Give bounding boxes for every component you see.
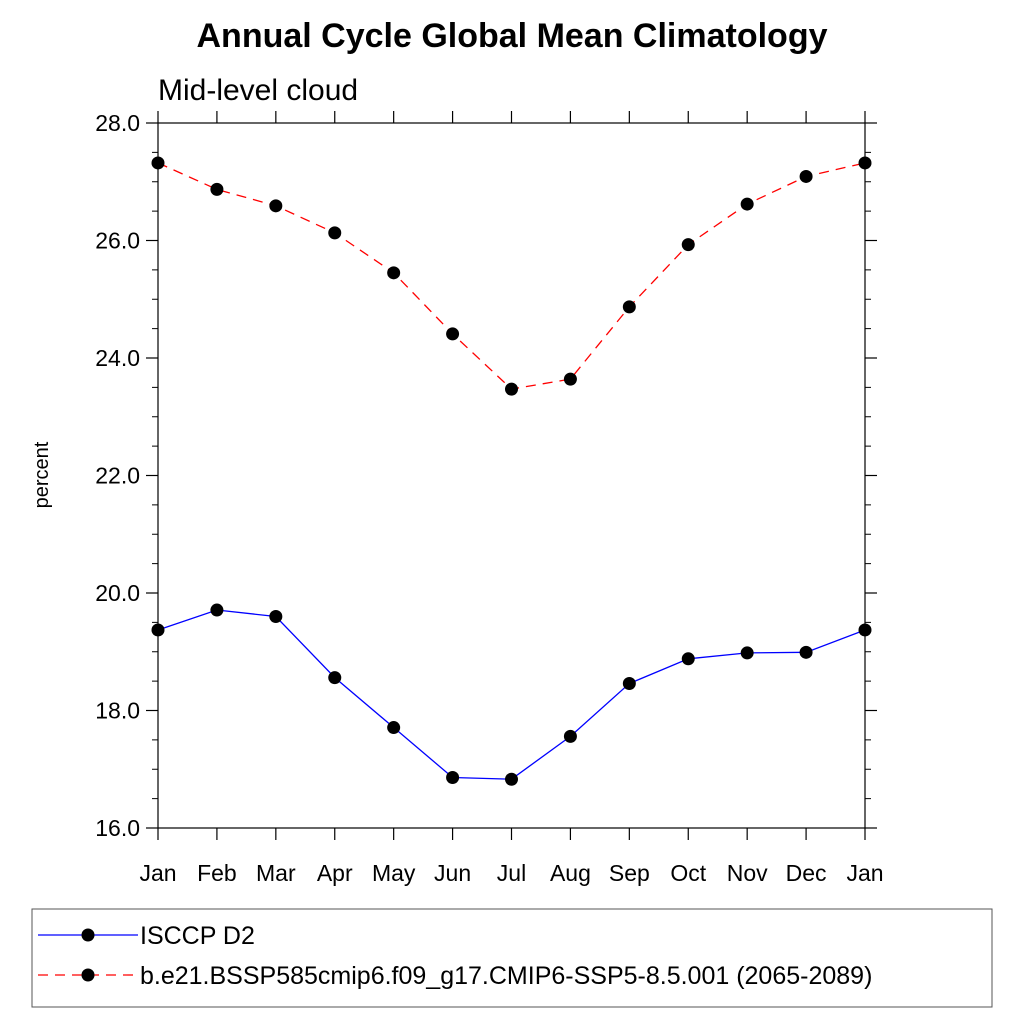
x-tick-label: Mar: [256, 860, 296, 886]
x-tick-label: Jun: [434, 860, 471, 886]
chart-title: Annual Cycle Global Mean Climatology: [197, 17, 828, 55]
y-tick-label: 16.0: [95, 815, 140, 841]
x-tick-label: Aug: [550, 860, 591, 886]
series-line-2: [157, 162, 866, 390]
data-point-series-2: [446, 327, 460, 341]
y-tick-label: 26.0: [95, 228, 140, 254]
data-point-series-1: [799, 645, 813, 659]
data-point-series-1: [622, 676, 636, 690]
x-tick-label: Jan: [139, 860, 176, 886]
data-point-series-2: [622, 300, 636, 314]
data-point-series-1: [740, 646, 754, 660]
x-tick-label: Nov: [727, 860, 768, 886]
legend-box: [31, 908, 993, 1008]
x-tick-label: Jan: [846, 860, 883, 886]
legend-marker-1: [81, 928, 95, 942]
data-point-series-1: [681, 652, 695, 666]
legend-label-1: ISCCP D2: [140, 922, 255, 950]
x-tick-label: Oct: [670, 860, 706, 886]
data-point-series-1: [210, 603, 224, 617]
data-point-series-2: [858, 156, 872, 170]
y-tick-label: 24.0: [95, 345, 140, 371]
y-axis-label: percent: [31, 441, 53, 508]
series-line-1: [157, 609, 866, 780]
x-tick-label: Feb: [197, 860, 237, 886]
plot-area: 16.0 18.0 20.0 22.0 24.0 26.0 28.0 Jan Feb Mar Apr…: [95, 110, 883, 886]
data-point-series-2: [563, 372, 577, 386]
data-point-series-1: [446, 770, 460, 784]
data-point-series-1: [505, 772, 518, 786]
plot-frame: [157, 122, 866, 829]
data-point-series-2: [151, 156, 165, 170]
data-point-series-1: [151, 623, 165, 637]
data-point-series-1: [858, 623, 872, 637]
y-tick-label: 18.0: [95, 698, 140, 724]
data-point-series-2: [328, 226, 342, 240]
x-tick-label: Sep: [609, 860, 650, 886]
legend-label-2: b.e21.BSSP585cmip6.f09_g17.CMIP6-SSP5-8.…: [140, 962, 872, 990]
y-tick-label: 22.0: [95, 463, 140, 489]
data-point-series-2: [681, 238, 695, 252]
y-tick-label: 20.0: [95, 580, 140, 606]
x-tick-label: Apr: [317, 860, 353, 886]
chart-subtitle: Mid-level cloud: [158, 74, 358, 107]
data-point-series-1: [269, 610, 283, 623]
legend-marker-2: [81, 968, 95, 982]
data-point-series-1: [328, 671, 342, 685]
data-point-series-2: [799, 169, 813, 183]
x-tick-label: Jul: [497, 860, 526, 886]
data-point-series-2: [505, 382, 518, 396]
data-point-series-2: [269, 199, 283, 213]
data-point-series-1: [563, 729, 577, 743]
data-point-series-2: [387, 266, 401, 280]
x-tick-label: May: [372, 860, 416, 886]
data-point-series-2: [210, 182, 224, 196]
data-point-series-1: [387, 721, 401, 735]
data-point-series-2: [740, 197, 754, 211]
y-tick-label: 28.0: [95, 110, 140, 136]
legend: ISCCP D2 b.e21.BSSP585cmip6.f09_g17.CMIP6…: [31, 908, 993, 1008]
x-tick-label: Dec: [786, 860, 827, 886]
